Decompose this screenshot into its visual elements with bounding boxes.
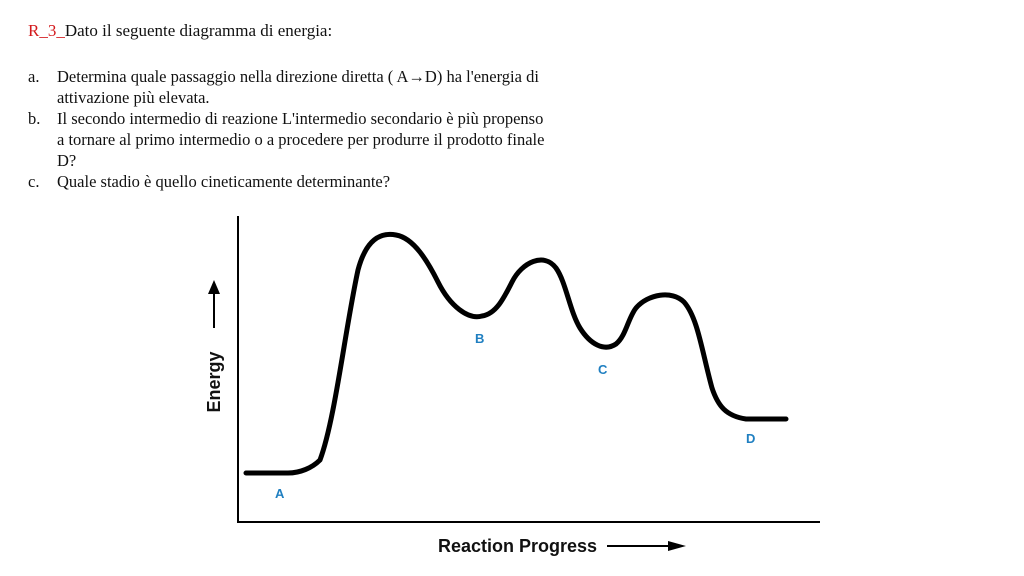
question-letter: b. <box>28 109 41 128</box>
x-axis-arrow-icon <box>607 541 686 551</box>
question-letter: c. <box>28 172 40 191</box>
point-label-c: C <box>598 362 608 377</box>
exercise-intro: Dato il seguente diagramma di energia: <box>64 21 333 40</box>
question-text: Determina quale passaggio nella direzion… <box>57 67 539 107</box>
question-b: b. Il secondo intermedio di reazione L'i… <box>28 108 548 171</box>
question-text: Il secondo intermedio di reazione L'inte… <box>57 109 545 170</box>
point-label-b: B <box>475 331 484 346</box>
question-list: a. Determina quale passaggio nella direz… <box>28 66 548 192</box>
y-axis-arrow-icon <box>208 280 220 328</box>
exercise-tag: R_3_ <box>28 21 65 40</box>
point-label-a: A <box>275 486 285 501</box>
energy-curve <box>243 231 789 476</box>
x-axis-label: Reaction Progress <box>438 536 597 556</box>
question-text: Quale stadio è quello cineticamente dete… <box>57 172 391 191</box>
exercise-title: R_3_Dato il seguente diagramma di energi… <box>28 20 332 42</box>
question-letter: a. <box>28 67 40 86</box>
y-axis-label: Energy <box>204 351 224 412</box>
point-label-d: D <box>746 431 755 446</box>
question-a: a. Determina quale passaggio nella direz… <box>28 66 548 108</box>
question-c: c. Quale stadio è quello cineticamente d… <box>28 171 548 192</box>
